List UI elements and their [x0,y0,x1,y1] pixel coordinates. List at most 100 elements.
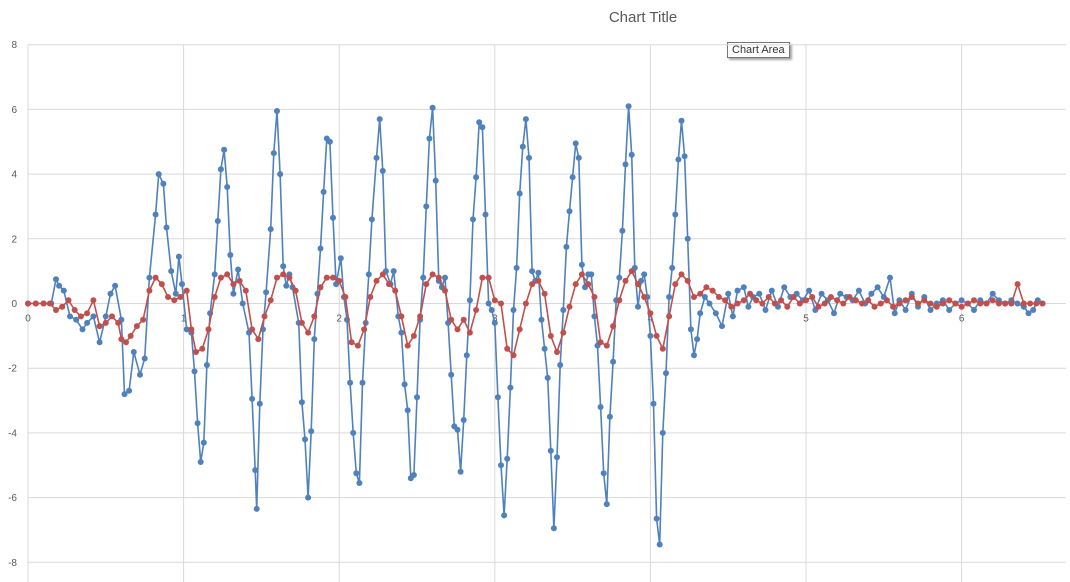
series-2-point[interactable] [952,300,959,307]
series-1-point[interactable] [756,290,763,297]
series-1-point[interactable] [460,417,467,423]
series-2-point[interactable] [354,342,361,349]
series-1-point[interactable] [691,352,697,359]
series-2-point[interactable] [603,342,610,349]
series-1-point[interactable] [130,349,137,355]
series-1-point[interactable] [102,313,109,320]
series-1-point[interactable] [600,470,607,477]
series-1-point[interactable] [90,313,97,320]
series-1-point[interactable] [235,266,242,273]
series-1-point[interactable] [868,290,875,297]
series-1-point[interactable] [616,274,623,281]
series-1-point[interactable] [575,154,582,161]
series-2-point[interactable] [803,297,809,304]
series-2-point[interactable] [908,294,915,300]
series-2-point[interactable] [242,287,249,294]
series-2-point[interactable] [778,297,785,304]
series-1-point[interactable] [650,400,657,407]
series-2-point[interactable] [995,300,1002,307]
series-1-point[interactable] [155,171,162,178]
series-1-point[interactable] [398,329,405,336]
series-1-point[interactable] [694,336,701,343]
series-2-point[interactable] [90,297,97,304]
series-1-point[interactable] [663,370,669,377]
series-2-point[interactable] [722,297,729,304]
series-1-point[interactable] [168,268,175,275]
series-1-point[interactable] [432,177,439,184]
series-1-point[interactable] [126,387,133,394]
series-1-point[interactable] [141,355,148,362]
series-2-point[interactable] [177,294,184,300]
series-2-point[interactable] [473,307,480,313]
series-1-point[interactable] [330,214,336,221]
series-1-point[interactable] [647,332,654,339]
series-2-point[interactable] [784,303,791,310]
series-1-point[interactable] [1025,310,1032,317]
series-2-point[interactable] [933,303,940,310]
series-2-point[interactable] [840,300,847,307]
series-2-point[interactable] [311,313,318,320]
series-1-point[interactable] [958,297,965,304]
series-1-point[interactable] [678,117,685,124]
series-2-point[interactable] [728,303,735,310]
series-2-point[interactable] [871,303,878,310]
series-2-point[interactable] [765,294,772,300]
series-1-point[interactable] [578,261,585,268]
series-1-point[interactable] [946,307,953,313]
series-2-point[interactable] [466,329,473,336]
series-1-point[interactable] [725,290,732,297]
series-1-point[interactable] [347,379,354,386]
series-2-point[interactable] [753,297,760,304]
series-2-point[interactable] [983,300,990,307]
series-2-point[interactable] [323,274,330,281]
series-2-point[interactable] [118,336,125,343]
series-1-point[interactable] [507,384,514,391]
series-2-point[interactable] [109,313,115,320]
series-2-point[interactable] [921,297,928,304]
series-1-point[interactable] [768,287,775,294]
series-1-point[interactable] [249,395,256,402]
series-2-point[interactable] [336,277,343,284]
series-1-point[interactable] [479,124,486,131]
series-1-point[interactable] [152,211,159,218]
series-1-point[interactable] [701,294,708,300]
series-1-point[interactable] [516,190,523,197]
series-2-point[interactable] [989,297,996,304]
series-1-point[interactable] [622,161,629,168]
series-1-point[interactable] [442,274,448,281]
series-1-point[interactable] [473,174,480,181]
series-1-point[interactable] [356,480,363,486]
series-2-point[interactable] [610,323,617,330]
series-1-point[interactable] [669,264,676,271]
series-1-point[interactable] [67,313,73,320]
series-1-point[interactable] [107,290,114,297]
series-1-point[interactable] [656,541,663,548]
series-2-point[interactable] [896,300,903,307]
series-2-point[interactable] [635,281,641,288]
series-2-point[interactable] [715,294,722,300]
series-2-point[interactable] [127,332,134,339]
series-2-point[interactable] [249,326,256,333]
series-1-point[interactable] [659,429,666,436]
series-2-point[interactable] [32,300,39,307]
series-2-point[interactable] [423,281,430,288]
series-2-point[interactable] [410,332,417,339]
series-2-point[interactable] [286,274,293,281]
series-2-point[interactable] [442,287,448,294]
series-1-point[interactable] [172,290,179,297]
series-2-point[interactable] [280,271,287,278]
series-1-point[interactable] [79,326,86,333]
series-2-point[interactable] [71,307,78,313]
series-2-point[interactable] [1033,300,1040,307]
series-2-point[interactable] [205,326,212,333]
series-2-point[interactable] [193,349,199,355]
series-1-point[interactable] [302,436,308,443]
series-1-point[interactable] [806,287,813,294]
series-1-point[interactable] [666,294,673,300]
series-2-point[interactable] [102,319,109,326]
series-1-point[interactable] [706,300,713,307]
series-1-point[interactable] [214,218,221,224]
series-2-point[interactable] [379,271,386,278]
series-1-point[interactable] [501,512,508,519]
